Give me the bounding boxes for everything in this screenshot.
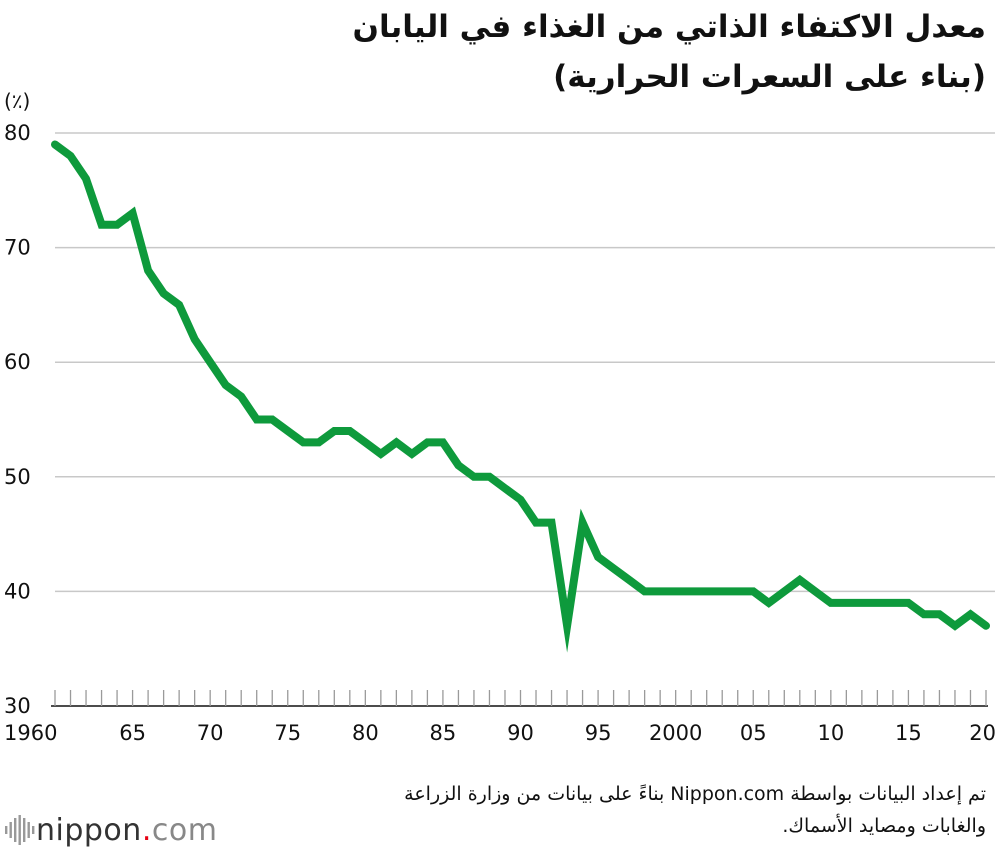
x-tick-label: 65	[119, 721, 146, 745]
data-point	[395, 441, 398, 444]
data-point	[286, 429, 289, 432]
data-point	[426, 441, 429, 444]
data-point	[736, 590, 739, 593]
data-point	[705, 590, 708, 593]
logo-dot: .	[141, 812, 152, 848]
y-tick-label: 60	[4, 350, 31, 374]
data-point	[410, 452, 413, 455]
data-point	[550, 521, 553, 524]
x-tick-label: 05	[740, 721, 767, 745]
chart-title-line-1: معدل الاكتفاء الذاتي من الغذاء في اليابا…	[352, 9, 986, 45]
series	[51, 140, 990, 653]
data-point	[333, 429, 336, 432]
data-point	[612, 567, 615, 570]
logo-suffix: com	[151, 812, 218, 848]
x-tick-label: 10	[817, 721, 844, 745]
data-point	[348, 429, 351, 432]
data-point	[302, 441, 305, 444]
data-point	[829, 601, 832, 604]
data-point	[85, 177, 88, 180]
data-point	[255, 418, 258, 421]
source-note: تم إعداد البيانات بواسطة Nippon.com بناء…	[404, 778, 986, 842]
data-point	[131, 212, 134, 215]
data-point	[891, 601, 894, 604]
data-point	[193, 338, 196, 341]
data-point	[54, 143, 56, 146]
logo-bars-icon	[5, 815, 35, 845]
data-point	[907, 601, 910, 604]
y-tick-label: 50	[4, 465, 31, 489]
data-point	[488, 475, 491, 478]
x-tick-label: 70	[197, 721, 224, 745]
y-tick-label: 70	[4, 236, 31, 260]
x-tick-label: 2000	[649, 721, 702, 745]
x-tick-label: 1960	[4, 721, 57, 745]
x-tick-label: 80	[352, 721, 379, 745]
x-tick-label: 85	[430, 721, 457, 745]
data-point	[240, 395, 243, 398]
source-note-line-1: تم إعداد البيانات بواسطة Nippon.com بناء…	[404, 783, 986, 805]
data-point	[178, 303, 181, 306]
chart-title: معدل الاكتفاء الذاتي من الغذاء في اليابا…	[6, 2, 986, 102]
data-point	[953, 624, 956, 627]
x-tick-label: 20	[969, 721, 996, 745]
data-point	[643, 590, 646, 593]
data-point	[69, 154, 72, 157]
data-point	[985, 624, 987, 627]
data-point	[767, 601, 770, 604]
data-point	[581, 521, 584, 524]
data-point	[752, 590, 755, 593]
data-point	[674, 590, 677, 593]
data-point	[798, 578, 801, 581]
data-point	[566, 624, 569, 627]
x-tick-label: 90	[507, 721, 534, 745]
y-unit-label: (٪)	[4, 89, 30, 113]
data-point	[938, 613, 941, 616]
y-tick-label: 40	[4, 579, 31, 603]
data-point	[503, 487, 506, 490]
data-point	[147, 269, 150, 272]
data-point	[535, 521, 538, 524]
data-point	[659, 590, 662, 593]
data-point	[628, 578, 631, 581]
data-point	[441, 441, 444, 444]
data-point	[690, 590, 693, 593]
data-point	[224, 384, 227, 387]
data-point	[162, 292, 165, 295]
logo-main: nippon	[36, 812, 142, 848]
data-point	[364, 441, 367, 444]
chart-title-line-2: (بناء على السعرات الحرارية)	[553, 59, 986, 95]
data-point	[209, 361, 212, 364]
data-point	[519, 498, 522, 501]
data-point	[100, 223, 103, 226]
tick-labels: 30 40 50 60 70 80 1960 65 70 75 80 85 90 95 2000 05 10 15…	[4, 121, 996, 745]
x-tick-label: 75	[274, 721, 301, 745]
data-point	[317, 441, 320, 444]
nippon-logo: nippon.com	[4, 808, 217, 852]
y-tick-label: 80	[4, 121, 31, 145]
data-point	[814, 590, 817, 593]
data-point	[271, 418, 274, 421]
data-point	[379, 452, 382, 455]
data-point	[860, 601, 863, 604]
data-point	[783, 590, 786, 593]
y-tick-label: 30	[4, 694, 31, 718]
data-point	[876, 601, 879, 604]
x-tick-label: 15	[895, 721, 922, 745]
self-sufficiency-line	[51, 140, 990, 653]
data-point	[457, 464, 460, 467]
data-point	[116, 223, 119, 226]
source-note-line-2: والغابات ومصايد الأسماك.	[782, 815, 986, 837]
data-point	[969, 613, 972, 616]
line-chart: 30 40 50 60 70 80 1960 65 70 75 80 85 90 95 2000 05 10 15…	[4, 89, 996, 745]
data-point	[845, 601, 848, 604]
x-tick-label: 95	[585, 721, 612, 745]
data-point	[472, 475, 475, 478]
x-axis	[51, 690, 988, 707]
data-point	[922, 613, 925, 616]
data-point	[597, 556, 600, 559]
data-point	[721, 590, 724, 593]
grid-lines	[55, 132, 995, 593]
logo-wordmark: nippon.com	[36, 813, 217, 848]
